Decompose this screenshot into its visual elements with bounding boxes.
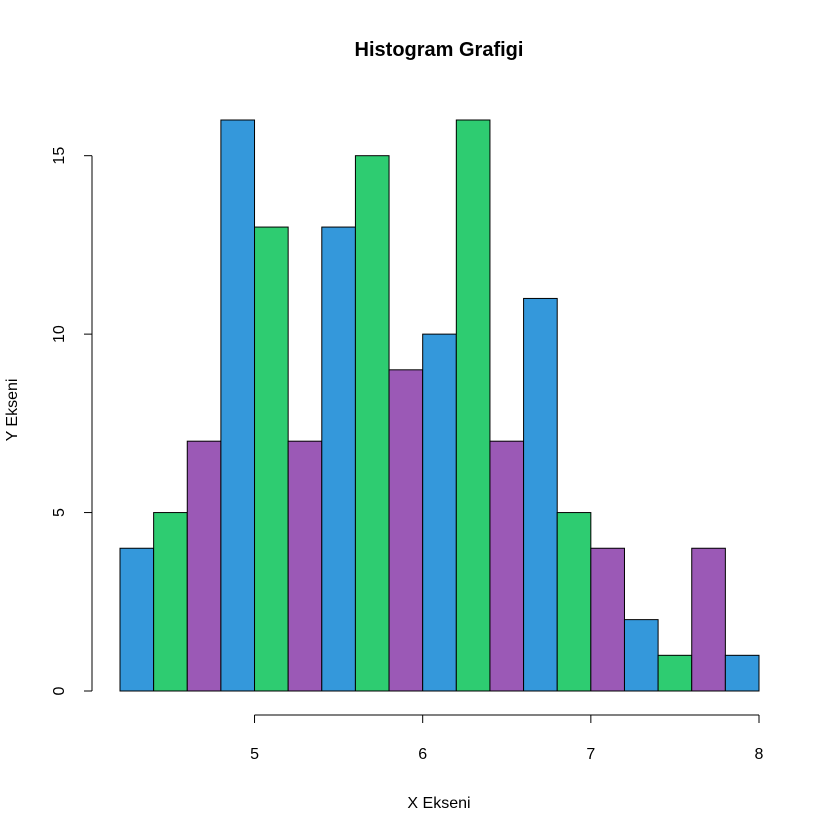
y-axis: 0 5 10 15	[51, 147, 93, 695]
x-tick-label: 7	[586, 746, 595, 763]
histogram-bar	[388, 369, 424, 692]
histogram-bar	[321, 226, 356, 692]
y-tick-label: 15	[51, 147, 68, 165]
x-tick-label: 5	[250, 746, 259, 763]
histogram-bar	[220, 119, 256, 692]
histogram-bar	[287, 440, 323, 692]
histogram-bar	[254, 226, 289, 692]
histogram-bar	[556, 512, 592, 692]
histogram-bar	[119, 547, 155, 692]
x-tick-label: 8	[755, 746, 764, 763]
x-tick-label: 6	[418, 746, 427, 763]
x-axis-label: X Ekseni	[407, 795, 470, 812]
histogram-bar	[186, 440, 222, 692]
histogram-bar	[724, 654, 760, 692]
chart-title: Histogram Grafigi	[355, 39, 524, 61]
histogram-bar	[354, 155, 390, 692]
bars-group	[119, 119, 760, 692]
histogram-bar	[623, 619, 659, 692]
histogram-bar	[590, 547, 625, 692]
y-tick-label: 10	[51, 325, 68, 343]
y-axis-label: Y Ekseni	[4, 379, 21, 442]
y-tick-label: 0	[51, 686, 68, 695]
histogram-bar	[153, 512, 188, 692]
histogram-bar	[455, 119, 491, 692]
histogram-bar	[657, 654, 693, 692]
histogram-bar	[691, 547, 726, 692]
histogram-bar	[523, 297, 558, 692]
histogram-bar	[489, 440, 525, 692]
histogram-bar	[422, 333, 457, 692]
y-tick-label: 5	[51, 508, 68, 517]
x-axis: 5 6 7 8	[250, 714, 764, 763]
